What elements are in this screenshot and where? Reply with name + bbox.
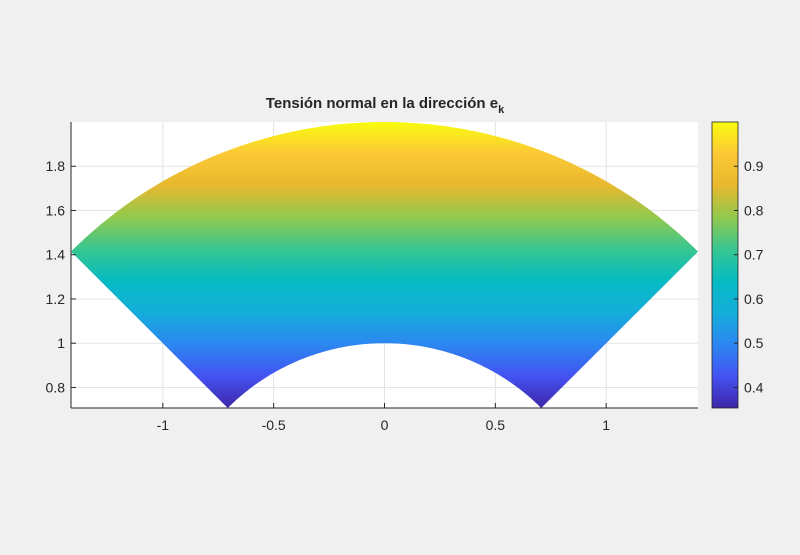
x-tick-label: -1: [157, 417, 170, 433]
colorbar: 0.4 0.5 0.6 0.7 0.8 0.9: [711, 121, 764, 409]
y-tick-label: 1.6: [46, 202, 66, 218]
x-tick-label: 0.5: [486, 417, 506, 433]
colorbar-gradient: [711, 121, 739, 409]
y-tick-label: 1.2: [46, 291, 66, 307]
ticks: -1 -0.5 0 0.5 1 0.8 1 1.2 1.4 1.6 1.8: [46, 158, 611, 433]
y-tick-label: 1: [57, 335, 65, 351]
colorbar-tick-label: 0.4: [744, 379, 764, 395]
chart-title: Tensión normal en la dirección ek: [266, 95, 505, 116]
colorbar-tick-label: 0.6: [744, 291, 764, 307]
colorbar-tick-label: 0.8: [744, 202, 764, 218]
x-tick-label: 0: [381, 417, 389, 433]
x-tick-label: -0.5: [262, 417, 286, 433]
x-tick-label: 1: [602, 417, 610, 433]
y-tick-label: 1.4: [46, 247, 66, 263]
title-subscript: k: [498, 104, 505, 116]
colorbar-tick-label: 0.9: [744, 158, 764, 174]
stress-field-sector: [70, 122, 699, 408]
y-tick-label: 0.8: [46, 379, 66, 395]
colorbar-tick-label: 0.5: [744, 335, 764, 351]
colorbar-tick-label: 0.7: [744, 247, 764, 263]
y-tick-label: 1.8: [46, 158, 66, 174]
